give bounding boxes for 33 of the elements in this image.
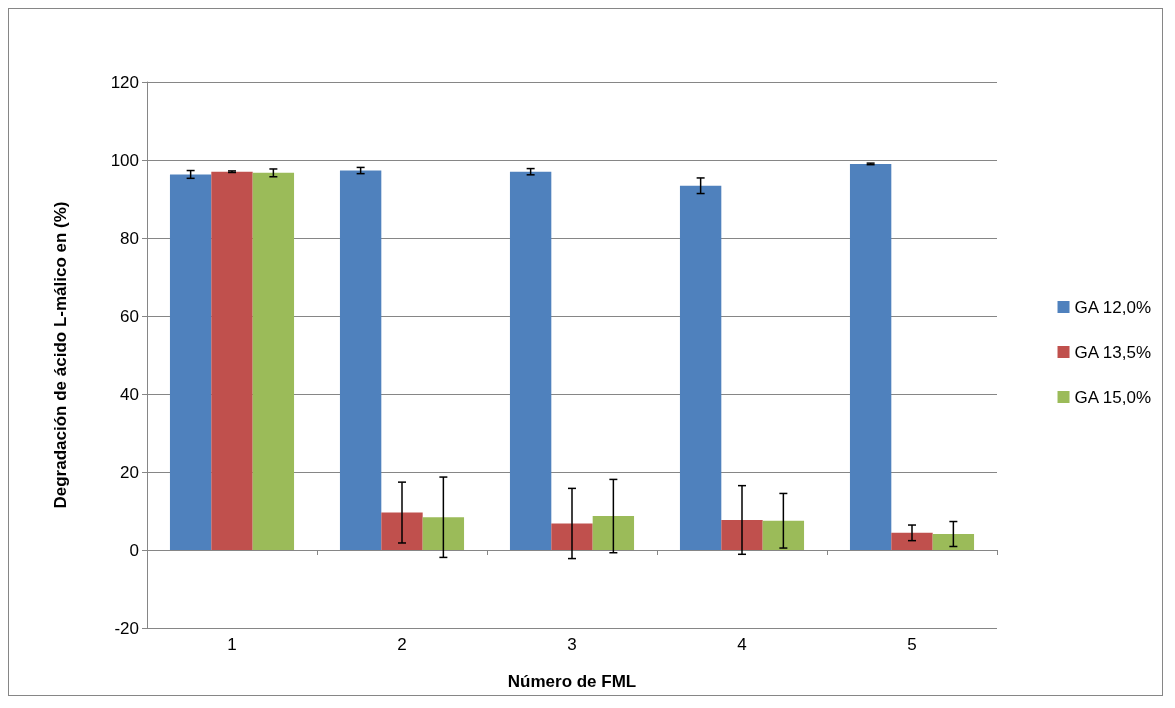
bar [509,171,552,550]
x-axis-title: Número de FML [507,672,637,691]
bar [679,185,722,550]
y-tick-label: 100 [110,150,139,170]
bar [211,171,253,550]
bar [592,516,635,550]
y-tick-label: 0 [129,540,139,560]
bar [932,534,975,550]
bar [169,174,212,550]
bar [422,517,465,550]
y-tick-label: 20 [120,462,139,482]
y-axis-title: Degradación de ácido L-málico en (%) [51,201,70,509]
x-tick-label: 1 [227,635,237,654]
y-tick-label: 40 [120,384,139,404]
x-tick-label: 2 [397,635,407,654]
legend-label: GA 12,0% [1074,297,1152,317]
x-tick-label: 3 [567,635,577,654]
bar [721,519,763,550]
bar [339,170,382,550]
bar [891,532,933,550]
bar [849,163,892,550]
bar [252,172,295,550]
bar [551,523,593,550]
y-tick-label: 60 [120,306,139,326]
y-tick-label: -20 [114,618,139,638]
x-tick-label: 5 [907,635,917,654]
x-tick-label: 4 [737,635,747,654]
bar [762,520,805,550]
y-tick-label: 80 [120,228,139,248]
legend-label: GA 15,0% [1074,387,1152,407]
bar [381,512,423,550]
y-tick-label: 120 [110,72,139,92]
legend-label: GA 13,5% [1074,342,1152,362]
